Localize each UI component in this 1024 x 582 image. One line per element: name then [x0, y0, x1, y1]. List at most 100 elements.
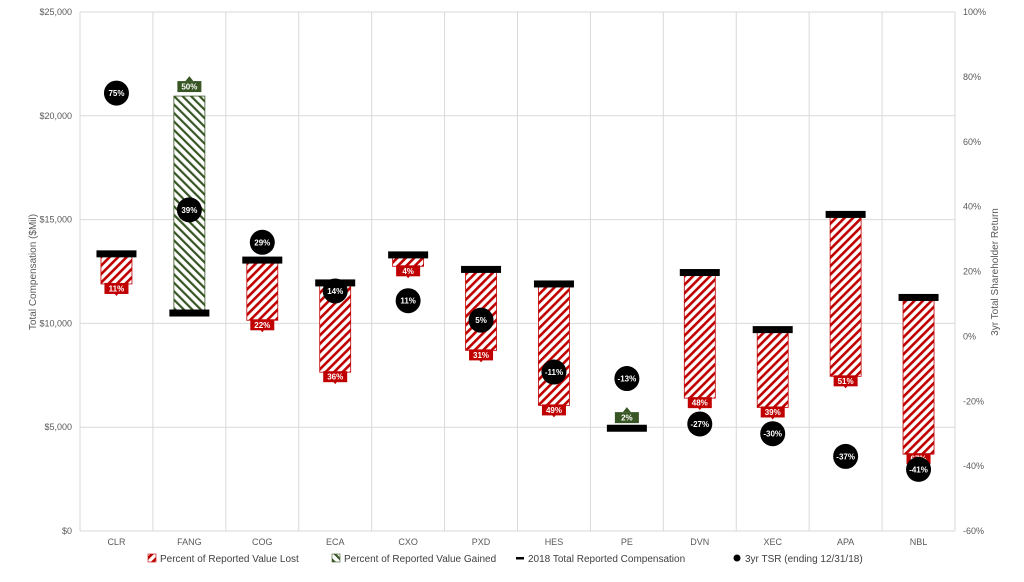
- value-lost-label: 36%: [327, 373, 343, 382]
- category-label: XEC: [763, 537, 782, 547]
- category-label: PE: [621, 537, 633, 547]
- category-label: HES: [545, 537, 564, 547]
- value-lost-label: 39%: [765, 408, 781, 417]
- tsr-marker: [833, 443, 859, 469]
- y-tick-label: $25,000: [39, 7, 72, 17]
- value-lost-bar: [246, 259, 279, 321]
- compensation-marker: [96, 250, 137, 258]
- tsr-marker: [541, 359, 567, 385]
- y2-tick-label: 20%: [963, 267, 981, 277]
- y2-tick-label: 60%: [963, 137, 981, 147]
- y-tick-label: $5,000: [44, 422, 72, 432]
- bars: [100, 95, 935, 455]
- value-lost-label-box: [250, 319, 275, 331]
- compensation-marker: [898, 293, 939, 301]
- compensation-marker: [679, 269, 720, 277]
- tsr-marker: [687, 411, 713, 437]
- compensation-marker: [461, 265, 502, 273]
- y2-tick-label: 80%: [963, 72, 981, 82]
- value-lost-label-box: [687, 397, 712, 409]
- category-label: COG: [252, 537, 273, 547]
- value-lost-label-box: [469, 349, 494, 361]
- gridlines: [79, 11, 956, 532]
- axes: $0 $5,000 $10,000 $15,000 $20,000 $25,000 -60%…: [39, 7, 986, 547]
- tsr-marker: [906, 456, 932, 482]
- category-label: FANG: [177, 537, 202, 547]
- tsr-label: -41%: [909, 465, 928, 474]
- bar-labels: 11%50%22%36%4%31%49%2%48%39%51%67%: [104, 76, 931, 467]
- compensation-marker: [533, 280, 574, 288]
- tsr-label: 11%: [400, 297, 416, 306]
- tsr-marker: [322, 278, 348, 304]
- value-lost-label-box: [833, 375, 858, 387]
- category-label: NBL: [910, 537, 928, 547]
- value-lost-bar: [100, 253, 133, 285]
- y2-tick-label: -20%: [963, 396, 984, 406]
- value-lost-bar: [683, 272, 716, 399]
- y-tick-label: $15,000: [39, 215, 72, 225]
- compensation-marker: [606, 424, 647, 432]
- y2-tick-label: -60%: [963, 526, 984, 536]
- y2-tick-label: 40%: [963, 202, 981, 212]
- value-lost-bar: [829, 214, 862, 377]
- tsr-marker: [614, 366, 640, 392]
- y-axis-title: Total Compensation ($Mil): [28, 214, 39, 330]
- value-lost-label: 11%: [109, 284, 125, 293]
- legend-value-lost: Percent of Reported Value Lost: [160, 554, 299, 565]
- tsr-marker: [760, 421, 786, 447]
- tsr-label: 14%: [327, 287, 343, 296]
- legend-swatch-tsr: [733, 554, 741, 562]
- value-lost-label-box: [104, 282, 129, 294]
- legend: Percent of Reported Value Lost Percent of…: [147, 553, 863, 565]
- y2-tick-label: 0%: [963, 331, 976, 341]
- y2-tick-label: 100%: [963, 7, 986, 17]
- value-lost-label: 48%: [692, 399, 708, 408]
- tsr-marker: [395, 288, 421, 314]
- tsr-marker: [176, 197, 202, 223]
- value-gained-label: 50%: [181, 83, 197, 92]
- value-lost-label-box: [541, 404, 566, 416]
- compensation-marker: [388, 251, 429, 259]
- tsr-label: -30%: [763, 430, 782, 439]
- up-arrow-icon: [622, 407, 631, 413]
- tsr-markers: 75% 39% 29% 14% 11% 5% -11% -13% -27% -30% -37% -41…: [103, 80, 932, 482]
- compensation-marker: [752, 326, 793, 334]
- category-label: DVN: [690, 537, 709, 547]
- category-label: ECA: [326, 537, 345, 547]
- y-tick-label: $0: [62, 526, 72, 536]
- tsr-label: 39%: [181, 206, 197, 215]
- value-lost-label-box: [760, 406, 785, 418]
- legend-compensation: 2018 Total Reported Compensation: [528, 554, 685, 565]
- value-lost-label: 31%: [473, 351, 489, 360]
- tsr-marker: [468, 307, 494, 333]
- tsr-marker: [249, 229, 275, 255]
- value-lost-bar: [902, 297, 935, 455]
- tsr-label: -37%: [836, 452, 855, 461]
- compensation-marker: [169, 309, 210, 317]
- y-tick-label: $10,000: [39, 318, 72, 328]
- y-tick-label: $20,000: [39, 111, 72, 121]
- category-label: APA: [837, 537, 854, 547]
- legend-swatch-gained: [331, 553, 341, 563]
- tsr-label: 75%: [108, 89, 124, 98]
- legend-swatch-lost: [147, 553, 157, 563]
- compensation-markers: [96, 210, 939, 432]
- value-lost-label-box: [396, 265, 421, 277]
- y2-axis-title: 3yr Total Shareholder Return: [990, 208, 1001, 336]
- value-lost-label: 4%: [402, 267, 414, 276]
- legend-swatch-compensation: [516, 557, 524, 560]
- value-lost-bar: [756, 329, 789, 408]
- tsr-marker: [103, 80, 129, 106]
- tsr-label: -27%: [690, 420, 709, 429]
- tsr-label: 29%: [254, 238, 270, 247]
- tsr-label: -11%: [545, 368, 563, 377]
- legend-value-gained: Percent of Reported Value Gained: [344, 554, 496, 565]
- legend-tsr: 3yr TSR (ending 12/31/18): [745, 554, 863, 565]
- category-label: PXD: [472, 537, 491, 547]
- tsr-label: 5%: [475, 316, 487, 325]
- value-lost-label: 51%: [838, 377, 854, 386]
- compensation-marker: [825, 210, 866, 218]
- value-gained-label-box: [177, 81, 202, 93]
- value-lost-label: 49%: [546, 406, 562, 415]
